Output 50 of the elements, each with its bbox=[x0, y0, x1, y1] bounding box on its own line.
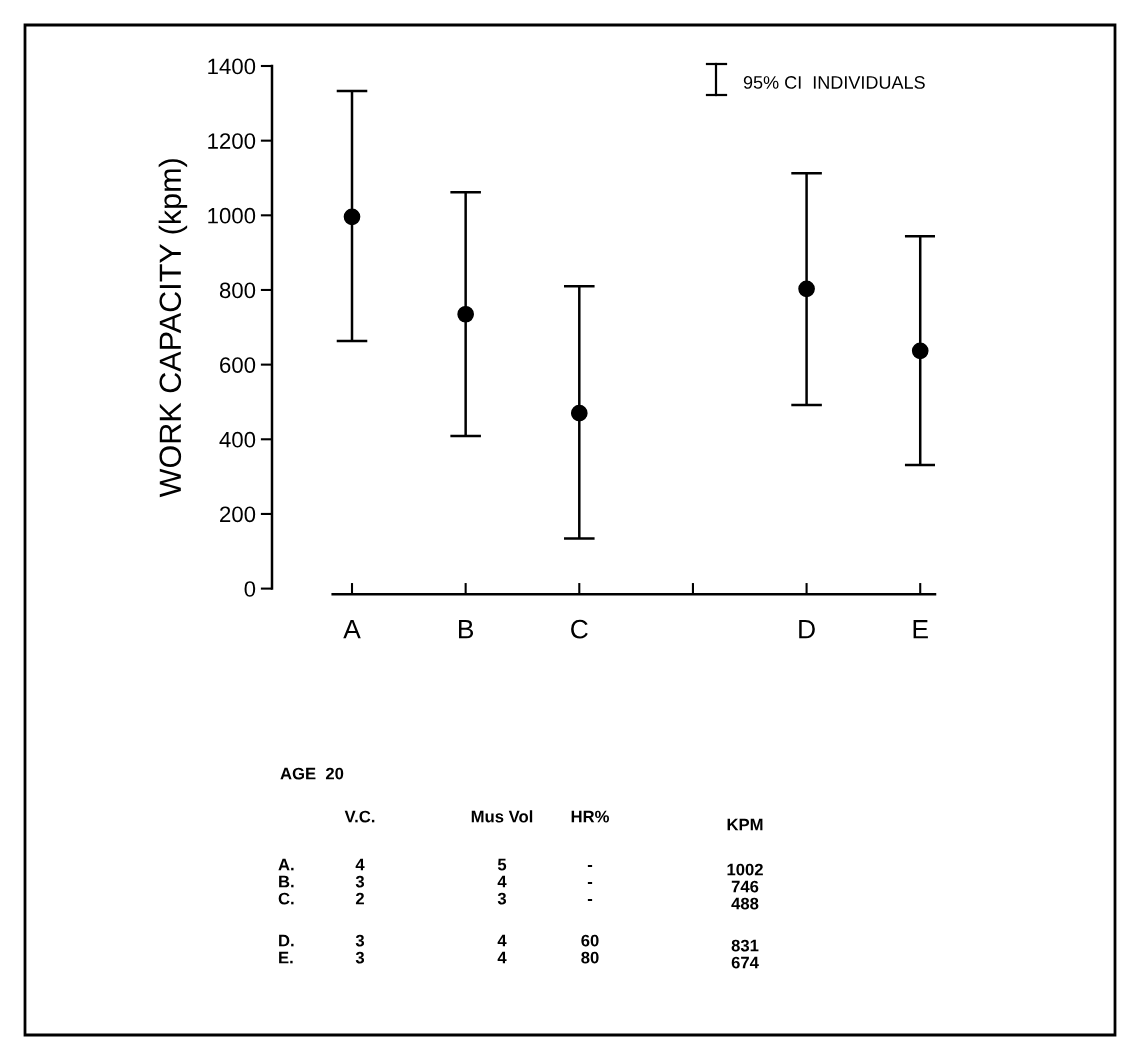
y-tick-label: 0 bbox=[244, 581, 256, 597]
text: 3 bbox=[355, 875, 365, 888]
text: D. bbox=[279, 934, 294, 947]
y-axis-title: WORK CAPACITY (kpm) bbox=[158, 159, 188, 498]
text: 831 bbox=[731, 939, 759, 952]
x-tick-label: A bbox=[343, 620, 361, 639]
text: AGE 20 bbox=[280, 767, 344, 780]
y-tick-label: 1000 bbox=[208, 207, 256, 224]
y-tick-label: 1200 bbox=[208, 133, 256, 149]
text: 3 bbox=[355, 934, 365, 947]
y-tick-label: 1400 bbox=[208, 58, 256, 75]
x-tick-label: C bbox=[571, 619, 588, 639]
x-tick-label: D bbox=[799, 620, 815, 639]
text: C. bbox=[278, 892, 294, 905]
y-tick-label: 600 bbox=[220, 357, 256, 373]
text: HR% bbox=[571, 810, 610, 823]
text: KPM bbox=[727, 818, 763, 831]
text: 4 bbox=[355, 858, 365, 871]
text: 3 bbox=[497, 892, 507, 905]
text: 1002 bbox=[727, 863, 763, 876]
text: 674 bbox=[731, 956, 759, 969]
text: V.C. bbox=[344, 810, 375, 823]
text: - bbox=[587, 898, 593, 901]
text: 488 bbox=[731, 897, 759, 910]
point bbox=[798, 280, 815, 298]
text: 2 bbox=[355, 892, 364, 905]
y-tick-label: 800 bbox=[219, 282, 256, 299]
point bbox=[457, 305, 474, 323]
text: 60 bbox=[581, 934, 599, 947]
x-tick-label: B bbox=[459, 620, 474, 639]
text: E. bbox=[279, 951, 293, 964]
annotation: 95% CI INDIVIDUALS bbox=[743, 76, 925, 89]
x-tick-label: E bbox=[913, 620, 928, 639]
text: 746 bbox=[731, 880, 759, 893]
y-tick-label: 400 bbox=[219, 431, 256, 448]
y-tick-label: 200 bbox=[220, 506, 256, 523]
text: - bbox=[587, 864, 593, 867]
text: 4 bbox=[497, 875, 507, 888]
point bbox=[343, 208, 361, 226]
text: 5 bbox=[497, 858, 507, 871]
text: B. bbox=[279, 875, 294, 888]
text: 80 bbox=[581, 951, 599, 964]
text: 4 bbox=[497, 951, 507, 964]
text: - bbox=[587, 881, 593, 884]
text: Mus Vol bbox=[471, 810, 533, 823]
text: 4 bbox=[497, 934, 507, 947]
point bbox=[570, 404, 588, 422]
text: 3 bbox=[355, 951, 365, 964]
text: A. bbox=[278, 858, 294, 871]
point bbox=[911, 342, 929, 360]
